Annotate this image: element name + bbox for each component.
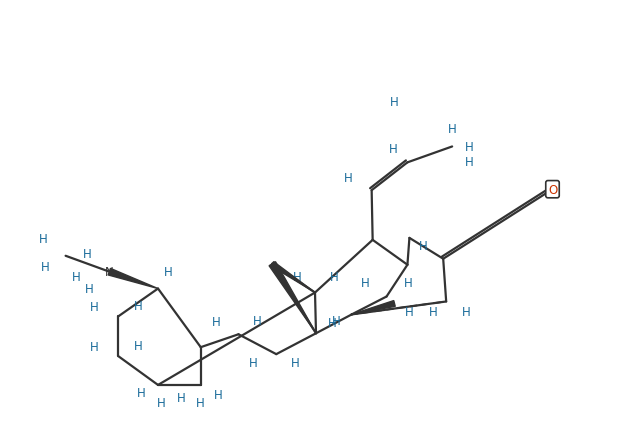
Text: H: H	[82, 248, 91, 261]
Text: H: H	[332, 314, 340, 327]
Text: H: H	[157, 396, 165, 410]
Text: H: H	[448, 123, 456, 136]
Text: H: H	[134, 299, 143, 312]
Polygon shape	[269, 262, 316, 333]
Text: N: N	[105, 265, 113, 279]
Text: H: H	[418, 240, 427, 253]
Text: H: H	[212, 315, 221, 328]
Text: H: H	[330, 271, 339, 283]
Text: H: H	[293, 271, 302, 283]
Text: H: H	[197, 396, 205, 410]
Text: H: H	[41, 261, 50, 274]
Text: H: H	[462, 305, 471, 318]
Text: H: H	[291, 356, 300, 369]
Polygon shape	[352, 301, 395, 314]
Text: H: H	[214, 389, 223, 402]
Text: H: H	[344, 171, 353, 184]
Text: H: H	[89, 300, 98, 313]
Text: O: O	[548, 183, 557, 196]
Polygon shape	[271, 262, 315, 293]
Text: H: H	[328, 316, 337, 329]
Text: H: H	[89, 340, 98, 353]
Text: H: H	[389, 96, 398, 109]
Text: H: H	[85, 283, 93, 295]
Text: H: H	[403, 276, 412, 290]
Text: H: H	[389, 143, 398, 155]
Polygon shape	[108, 269, 158, 289]
Text: H: H	[429, 305, 438, 318]
Text: H: H	[465, 155, 474, 169]
Text: H: H	[176, 392, 185, 404]
Text: H: H	[465, 141, 474, 154]
Text: H: H	[405, 305, 414, 318]
Text: H: H	[137, 386, 145, 399]
Text: H: H	[361, 276, 370, 290]
Text: H: H	[164, 265, 172, 279]
Text: H: H	[249, 356, 257, 369]
Text: H: H	[252, 314, 261, 327]
Text: H: H	[39, 233, 48, 246]
Text: H: H	[72, 271, 81, 283]
Text: H: H	[134, 339, 143, 352]
